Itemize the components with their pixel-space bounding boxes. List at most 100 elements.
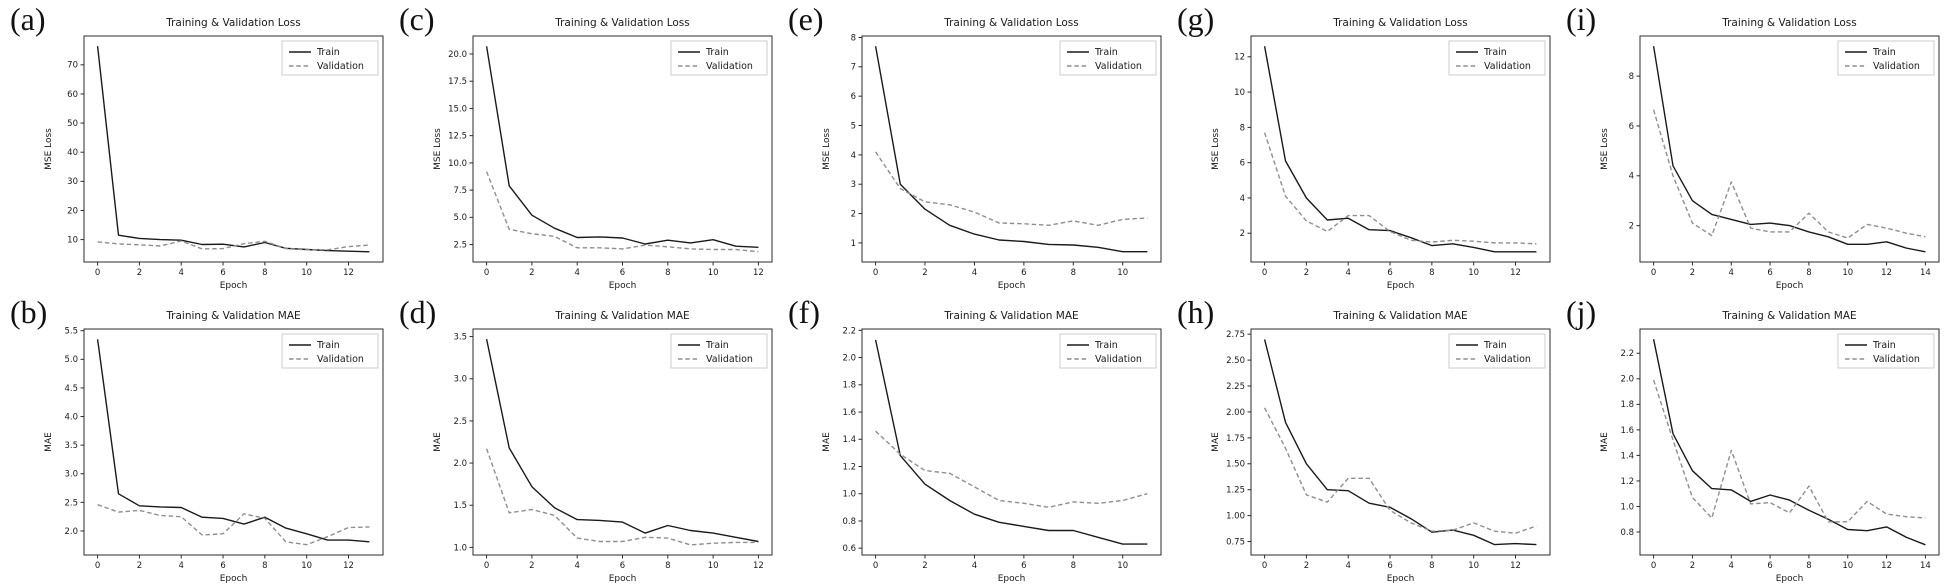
x-tick-label: 6 <box>1767 268 1772 278</box>
y-tick-label: 5.0 <box>453 213 467 223</box>
x-tick-label: 12 <box>343 561 354 571</box>
legend-label: Validation <box>1095 61 1142 72</box>
x-tick-label: 12 <box>1881 561 1892 571</box>
y-tick-label: 1.2 <box>1620 477 1634 487</box>
y-tick-label: 4.5 <box>64 384 78 394</box>
y-tick-label: 12.5 <box>448 132 467 142</box>
loss-chart-a: Training & Validation Loss10203040506070… <box>44 17 384 291</box>
y-axis: 0.75 1.00 1.25 1.50 1.75 2.00 2.25 2.50 2.75 <box>1226 330 1251 547</box>
x-tick-label: 12 <box>753 561 764 571</box>
y-tick-label: 1.8 <box>1620 400 1634 410</box>
y-tick-label: 0.8 <box>842 517 856 527</box>
y-axis: 2 4 6 8 10 12 <box>1234 53 1251 239</box>
x-tick-label: 12 <box>1510 561 1521 571</box>
validation-line <box>1652 109 1926 239</box>
loss-chart-c: Training & Validation Loss 2.5 5.0 7.5 10.0 1… <box>433 17 773 291</box>
y-tick-label: 1.5 <box>453 501 467 511</box>
y-tick-label: 7 <box>851 63 856 73</box>
legend-label: Validation <box>1484 354 1531 365</box>
x-tick-label: 6 <box>1387 268 1392 278</box>
legend: Train Validation <box>281 333 379 369</box>
panel-f: (f) Training & Validation MAE 0.6 0.8 1.0 1.… <box>778 293 1167 586</box>
panel-label-f: (f) <box>788 294 820 330</box>
x-tick-label: 2 <box>1690 268 1695 278</box>
legend-label: Train <box>1094 47 1118 58</box>
x-tick-label: 0 <box>484 268 489 278</box>
x-tick-label: 0 <box>1651 268 1656 278</box>
x-tick-label: 12 <box>343 268 354 278</box>
panel-h: (h) Training & Validation MAE 0.75 1.00 1.2… <box>1167 293 1556 586</box>
y-axis-label: MSE Loss <box>44 128 54 170</box>
y-tick-label: 2.5 <box>453 240 467 250</box>
y-tick-label: 4 <box>1240 194 1245 204</box>
y-tick-label: 15.0 <box>448 104 467 114</box>
axes-frame <box>83 328 384 556</box>
validation-line <box>875 151 1148 227</box>
mae-chart-b: Training & Validation MAE 2.0 2.5 3.0 3.5 4.0… <box>44 310 384 584</box>
x-tick-label: 6 <box>220 561 225 571</box>
legend-label: Validation <box>706 354 753 365</box>
y-tick-label: 3.5 <box>64 441 78 451</box>
chart-title: Training & Validation Loss <box>1721 17 1857 29</box>
legend-label: Train <box>1872 47 1896 58</box>
train-line <box>96 339 370 543</box>
y-tick-label: 40 <box>67 148 78 158</box>
y-tick-label: 2.00 <box>1226 408 1245 418</box>
y-tick-label: 1.50 <box>1226 460 1245 470</box>
mae-chart-f: Training & Validation MAE 0.6 0.8 1.0 1.2 1.4… <box>822 310 1162 584</box>
panel-label-g: (g) <box>1177 1 1215 37</box>
x-axis-label: Epoch <box>609 281 637 291</box>
x-axis-label: Epoch <box>1776 574 1804 584</box>
x-tick-label: 8 <box>1429 268 1434 278</box>
x-tick-label: 10 <box>1468 561 1479 571</box>
train-line <box>874 46 1148 253</box>
x-axis-label: Epoch <box>998 574 1026 584</box>
panel-e: (e) Training & Validation Loss 1 2 3 4 5 6 7 8 0 2… <box>778 0 1167 293</box>
x-tick-label: 4 <box>972 561 977 571</box>
chart-title: Training & Validation MAE <box>1332 310 1467 322</box>
y-tick-label: 2.75 <box>1226 330 1245 340</box>
x-tick-label: 8 <box>1071 561 1076 571</box>
x-axis-label: Epoch <box>1387 574 1415 584</box>
x-tick-label: 14 <box>1920 268 1931 278</box>
panel-i: (i) Training & Validation Loss 2 4 6 8 0 2 4 6 8 1… <box>1556 0 1945 293</box>
y-axis-label: MSE Loss <box>1211 128 1221 170</box>
legend-box <box>670 333 768 369</box>
y-tick-label: 6 <box>1240 159 1245 169</box>
panel-label-c: (c) <box>399 1 435 37</box>
x-tick-label: 4 <box>1346 561 1351 571</box>
x-axis-label: Epoch <box>220 281 248 291</box>
x-tick-label: 8 <box>262 561 267 571</box>
x-tick-label: 12 <box>1510 268 1521 278</box>
validation-line <box>1263 132 1537 245</box>
y-tick-label: 2 <box>851 209 856 219</box>
chart-title: Training & Validation Loss <box>165 17 301 29</box>
x-axis: 0 2 4 6 8 10 12 <box>1262 262 1521 278</box>
y-axis: 2 4 6 8 <box>1629 72 1640 232</box>
x-axis: 0 2 4 6 8 10 12 <box>484 555 764 571</box>
y-tick-label: 10 <box>1234 88 1245 98</box>
x-tick-label: 10 <box>1117 561 1128 571</box>
x-tick-label: 10 <box>1117 268 1128 278</box>
x-axis-label: Epoch <box>998 281 1026 291</box>
y-tick-label: 12 <box>1234 53 1245 63</box>
x-tick-label: 8 <box>262 268 267 278</box>
x-tick-label: 10 <box>1842 268 1853 278</box>
validation-line <box>485 171 759 253</box>
loss-chart-g: Training & Validation Loss 2 4 6 8 10 12 0 2 4 6 8 1… <box>1211 17 1551 291</box>
y-tick-label: 2.5 <box>453 417 467 427</box>
x-tick-label: 12 <box>753 268 764 278</box>
x-tick-label: 6 <box>1021 268 1026 278</box>
y-axis-label: MSE Loss <box>433 128 443 170</box>
train-line <box>1652 339 1926 546</box>
y-tick-label: 1.2 <box>842 462 856 472</box>
y-tick-label: 2.0 <box>453 459 467 469</box>
chart-title: Training & Validation MAE <box>554 310 689 322</box>
x-tick-label: 0 <box>95 268 100 278</box>
y-tick-label: 50 <box>67 119 78 129</box>
x-axis-label: Epoch <box>609 574 637 584</box>
x-tick-label: 4 <box>972 268 977 278</box>
x-tick-label: 6 <box>1021 561 1026 571</box>
